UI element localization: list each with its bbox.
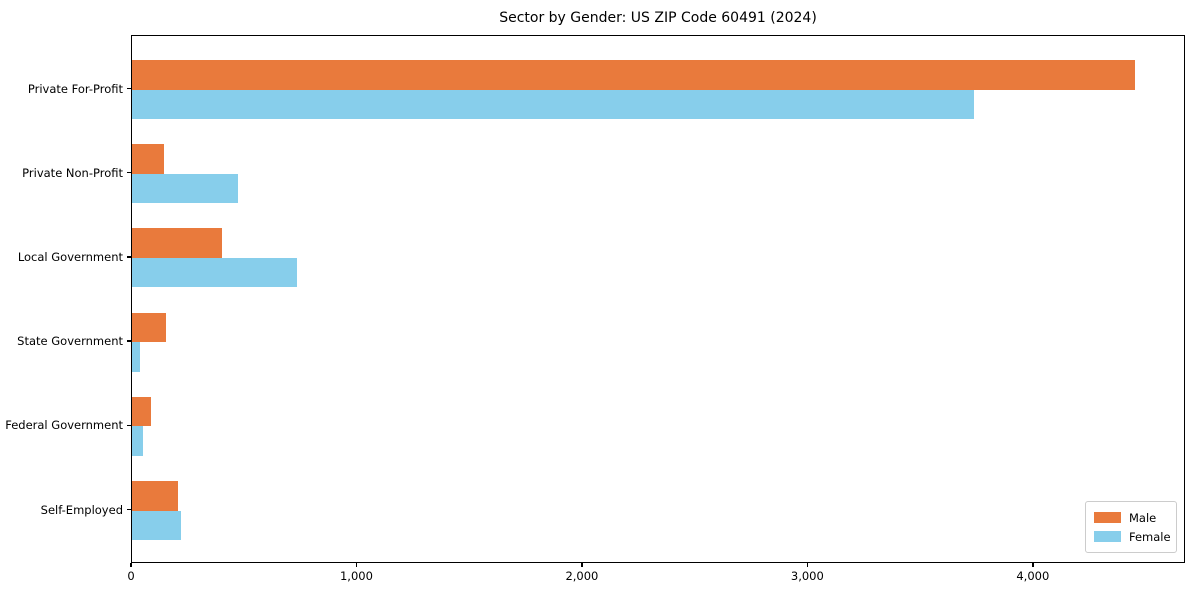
legend-label: Male <box>1129 510 1157 525</box>
x-tick-label: 4,000 <box>1016 569 1050 583</box>
y-tick-label: Federal Government <box>5 418 123 433</box>
bar-female-1 <box>132 89 975 119</box>
x-tick-label: 2,000 <box>565 569 599 583</box>
bar-male-3 <box>132 228 223 258</box>
y-tick <box>127 171 131 174</box>
legend-swatch-female <box>1094 531 1121 542</box>
x-tick <box>581 563 583 567</box>
y-tick-label: Private For-Profit <box>27 81 123 96</box>
legend-item-female: Female <box>1094 527 1171 546</box>
chart-title: Sector by Gender: US ZIP Code 60491 (202… <box>499 10 817 26</box>
x-tick <box>1032 563 1034 567</box>
bar-female-2 <box>132 173 238 204</box>
bar-male-5 <box>132 396 152 427</box>
x-tick-label: 0 <box>127 569 135 583</box>
y-tick <box>127 424 131 427</box>
bar-female-6 <box>132 510 181 540</box>
y-tick <box>127 256 131 258</box>
bar-male-2 <box>132 144 164 174</box>
bar-female-4 <box>132 342 140 372</box>
x-tick <box>130 563 132 567</box>
legend-swatch-male <box>1094 512 1121 523</box>
bar-male-4 <box>132 312 166 343</box>
x-tick <box>355 563 358 567</box>
y-tick <box>127 340 131 342</box>
y-tick-label: Local Government <box>17 249 123 264</box>
y-tick-label: State Government <box>17 334 123 349</box>
x-tick-label: 1,000 <box>339 569 373 583</box>
y-tick <box>127 508 131 511</box>
x-tick-label: 3,000 <box>790 569 824 583</box>
legend: Male Female <box>1085 501 1177 553</box>
bar-female-3 <box>132 257 297 288</box>
legend-label: Female <box>1129 529 1171 544</box>
y-tick <box>127 87 131 90</box>
bar-male-6 <box>132 481 179 511</box>
y-tick-label: Self-Employed <box>40 502 123 517</box>
bar-female-5 <box>132 426 144 456</box>
plot-area: Male Female <box>131 35 1185 563</box>
y-tick-label: Private Non-Profit <box>22 165 123 180</box>
bar-male-1 <box>132 60 1136 90</box>
x-tick <box>806 563 809 567</box>
legend-item-male: Male <box>1094 508 1168 527</box>
